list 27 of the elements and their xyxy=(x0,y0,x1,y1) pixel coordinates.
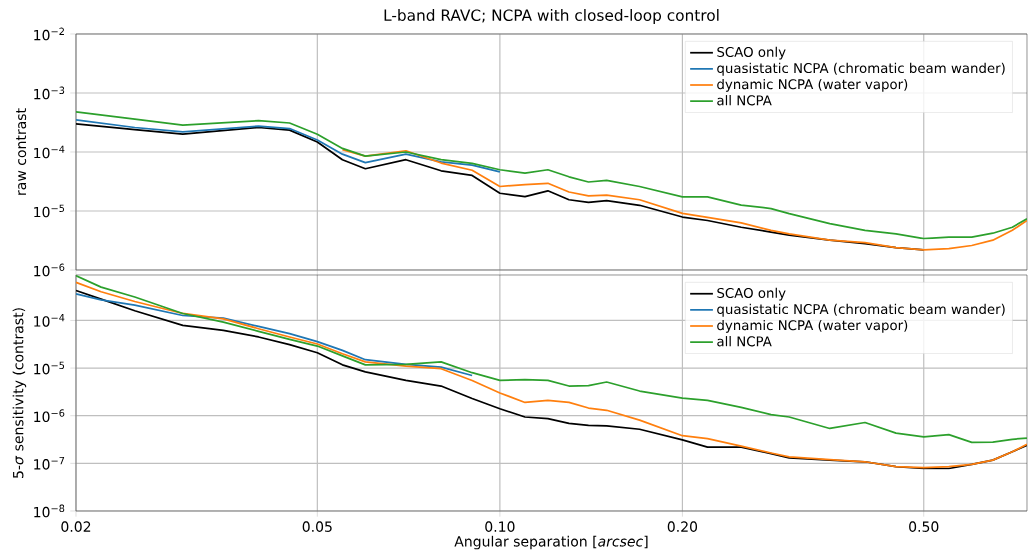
legend-label: SCAO only xyxy=(717,287,786,301)
x-tick-label: 0.10 xyxy=(485,521,515,532)
legend-label: all NCPA xyxy=(717,336,772,347)
y-axis-title: raw contrast xyxy=(16,108,27,195)
y-tick-label: 10$^{−8}$ xyxy=(34,504,65,518)
y-tick-label: 10$^{−4}$ xyxy=(34,314,65,327)
x-tick-label: 0.02 xyxy=(61,521,91,532)
legend-label: quasistatic NCPA (chromatic beam wander) xyxy=(717,62,1005,76)
y-tick-label: 10$^{−7}$ xyxy=(34,457,65,470)
y-tick-label: 10$^{−6}$ xyxy=(34,409,65,423)
chart-title: L-band RAVC; NCPA with closed-loop control xyxy=(384,9,719,24)
legend-label: all NCPA xyxy=(717,95,772,106)
legend-label: dynamic NCPA (water vapor) xyxy=(717,319,908,333)
legend-label: quasistatic NCPA (chromatic beam wander) xyxy=(717,303,1005,317)
y-axis-title: 5-σ sensitivity (contrast) xyxy=(12,308,27,478)
legend-label: dynamic NCPA (water vapor) xyxy=(717,78,908,92)
y-tick-label: 10$^{−5}$ xyxy=(34,204,65,218)
y-tick-label: 10$^{−3}$ xyxy=(34,86,65,100)
x-tick-label: 0.05 xyxy=(302,521,332,532)
y-tick-label: 10$^{−4}$ xyxy=(34,145,65,159)
x-tick-label: 0.50 xyxy=(909,521,939,532)
x-tick-label: 0.20 xyxy=(667,521,698,532)
y-tick-label: 10$^{−2}$ xyxy=(34,27,64,41)
y-tick-label: 10$^{−6}$ xyxy=(34,263,65,277)
legend-label: SCAO only xyxy=(717,46,786,60)
x-axis-title: Angular separation [arcsec] xyxy=(454,535,648,550)
y-tick-label: 10$^{−5}$ xyxy=(34,361,65,375)
